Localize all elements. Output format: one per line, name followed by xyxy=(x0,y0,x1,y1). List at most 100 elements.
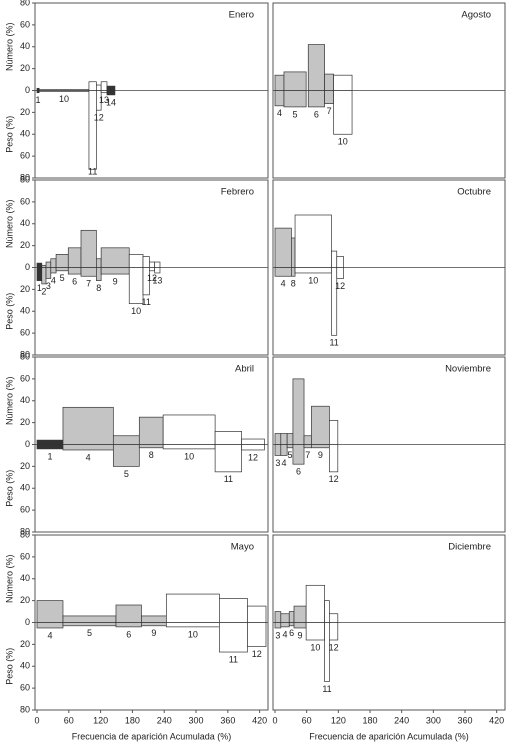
numero-bar xyxy=(324,73,334,91)
numero-bar xyxy=(50,258,57,268)
peso-bar xyxy=(149,267,156,272)
x-tick-label: 420 xyxy=(252,715,267,725)
panel-title: Octubre xyxy=(457,187,491,198)
numero-bar xyxy=(55,254,69,268)
panel-title: Febrero xyxy=(221,187,254,198)
peso-bar xyxy=(138,444,164,449)
category-label: 8 xyxy=(149,450,154,460)
peso-bar xyxy=(329,444,339,473)
y-axis-label: Número (%) xyxy=(4,199,14,248)
x-tick-label: 420 xyxy=(489,715,504,725)
panel-title: Diciembre xyxy=(448,542,491,553)
y-tick-label: 0 xyxy=(25,617,30,627)
category-label: 6 xyxy=(289,628,294,638)
category-label: 7 xyxy=(327,106,332,116)
peso-bar xyxy=(274,622,282,629)
numero-bar xyxy=(149,261,156,268)
numero-bar xyxy=(100,81,108,91)
x-tick-label: 300 xyxy=(189,715,204,725)
numero-bar xyxy=(311,405,330,445)
category-label: 6 xyxy=(72,276,77,286)
peso-bar xyxy=(96,90,102,111)
y-tick-label: 40 xyxy=(20,661,30,671)
peso-bar xyxy=(38,90,90,92)
peso-bar xyxy=(96,267,102,281)
panel-title: Noviembre xyxy=(445,364,491,375)
peso-bar xyxy=(165,622,220,628)
category-label: 6 xyxy=(296,467,301,477)
peso-bar xyxy=(283,90,307,108)
peso-bar xyxy=(311,444,330,449)
category-label: 2 xyxy=(41,286,46,296)
peso-bar xyxy=(303,444,312,449)
category-label: 10 xyxy=(338,137,348,147)
numero-bar xyxy=(280,433,288,445)
x-tick-label: 240 xyxy=(394,715,409,725)
peso-bar xyxy=(62,622,117,627)
numero-bar xyxy=(333,74,353,91)
peso-bar xyxy=(291,267,296,277)
peso-bar xyxy=(286,444,294,449)
peso-bar xyxy=(324,90,334,104)
peso-bar xyxy=(67,267,82,275)
category-label: 6 xyxy=(314,109,319,119)
category-label: 8 xyxy=(96,283,101,293)
x-tick-label: 300 xyxy=(426,715,441,725)
category-label: 7 xyxy=(86,279,91,289)
numero-bar xyxy=(329,420,339,445)
numero-bar xyxy=(329,613,339,623)
peso-bar xyxy=(331,267,338,336)
y-tick-label: 60 xyxy=(20,683,30,693)
y-tick-label: 40 xyxy=(20,41,30,51)
numero-bar xyxy=(324,600,330,623)
category-label: 5 xyxy=(288,450,293,460)
category-label: 10 xyxy=(188,629,198,639)
category-label: 1 xyxy=(37,283,42,293)
category-label: 9 xyxy=(151,628,156,638)
peso-bar xyxy=(162,444,216,450)
numero-bar xyxy=(128,254,144,268)
category-label: 8 xyxy=(291,279,296,289)
category-label: 3 xyxy=(275,458,280,468)
peso-bar xyxy=(293,622,307,629)
x-tick-label: 240 xyxy=(157,715,172,725)
numero-bar xyxy=(241,438,265,445)
peso-bar xyxy=(280,622,290,628)
peso-bar xyxy=(214,444,242,473)
y-axis-label: Número (%) xyxy=(4,376,14,425)
category-label: 12 xyxy=(252,649,262,659)
category-label: 4 xyxy=(47,630,52,640)
y-tick-label: 40 xyxy=(20,306,30,316)
peso-bar xyxy=(100,90,108,94)
panel-title: Enero xyxy=(229,10,254,21)
y-tick-label: 60 xyxy=(20,505,30,515)
numero-bar xyxy=(154,261,161,268)
y-tick-label: 20 xyxy=(20,240,30,250)
peso-bar xyxy=(288,622,295,627)
peso-bar xyxy=(307,90,325,108)
category-label: 11 xyxy=(322,684,331,694)
peso-bar xyxy=(305,622,325,641)
y-tick-label: 20 xyxy=(20,107,30,117)
category-label: 4 xyxy=(51,275,56,285)
numero-bar xyxy=(88,81,97,91)
peso-bar xyxy=(100,267,130,275)
numero-bar xyxy=(62,615,117,623)
category-label: 11 xyxy=(329,338,338,348)
y-tick-label: 40 xyxy=(20,483,30,493)
category-label: 9 xyxy=(113,276,118,286)
peso-bar xyxy=(274,90,285,107)
peso-bar xyxy=(115,622,142,628)
numero-bar xyxy=(293,605,307,623)
y-tick-label: 80 xyxy=(20,704,30,714)
numero-bar xyxy=(331,250,338,268)
x-axis-label: Frecuencia de aparición Acumulada (%) xyxy=(72,731,232,741)
numero-bar xyxy=(45,261,52,268)
category-label: 12 xyxy=(147,273,157,283)
peso-bar xyxy=(62,444,114,451)
x-tick-label: 60 xyxy=(64,715,74,725)
category-label: 13 xyxy=(152,275,162,285)
category-label: 1 xyxy=(36,95,41,105)
y-tick-label: 0 xyxy=(25,439,30,449)
y-tick-label: 0 xyxy=(25,262,30,272)
